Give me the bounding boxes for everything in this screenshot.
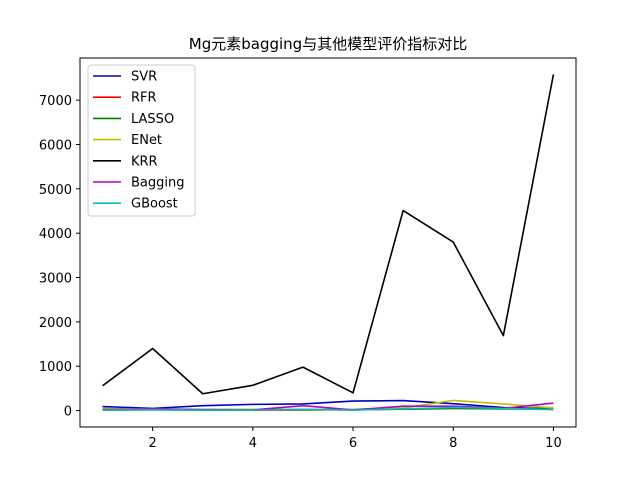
series-line-gboost xyxy=(102,406,554,411)
legend-label: SVR xyxy=(131,70,157,85)
x-axis: 2 4 6 8 10 xyxy=(149,427,562,451)
x-tick-label: 4 xyxy=(249,436,257,451)
y-tick-label: 5000 xyxy=(39,183,72,198)
legend-label: Bagging xyxy=(131,176,185,191)
y-axis: 0 1000 2000 3000 4000 5000 6000 7000 xyxy=(39,94,80,420)
x-tick-label: 2 xyxy=(149,436,157,451)
axes-frame xyxy=(79,57,577,428)
y-tick-label: 3000 xyxy=(39,272,72,287)
y-tick-label: 2000 xyxy=(39,316,72,331)
legend-box xyxy=(87,64,196,217)
legend-label: KRR xyxy=(131,154,158,169)
legend-label: LASSO xyxy=(131,112,174,127)
legend-label: RFR xyxy=(131,91,157,106)
x-tick-label: 6 xyxy=(349,436,357,451)
y-tick-label: 6000 xyxy=(39,138,72,153)
y-tick-label: 0 xyxy=(64,405,72,420)
x-tick-label: 8 xyxy=(449,436,457,451)
legend: SVR RFR LASSO ENet KRR Bagging GBoost xyxy=(87,64,196,217)
y-tick-label: 4000 xyxy=(39,227,72,242)
legend-label: GBoost xyxy=(131,197,178,212)
y-tick-label: 7000 xyxy=(39,94,72,109)
x-tick-label: 10 xyxy=(545,436,562,451)
series-line-svr xyxy=(102,399,554,410)
series-lines xyxy=(102,74,555,411)
y-tick-label: 1000 xyxy=(39,360,72,375)
legend-label: ENet xyxy=(131,133,162,148)
chart-title: Mg元素bagging与其他模型评价指标对比 xyxy=(189,35,467,53)
series-line-krr xyxy=(102,74,555,395)
